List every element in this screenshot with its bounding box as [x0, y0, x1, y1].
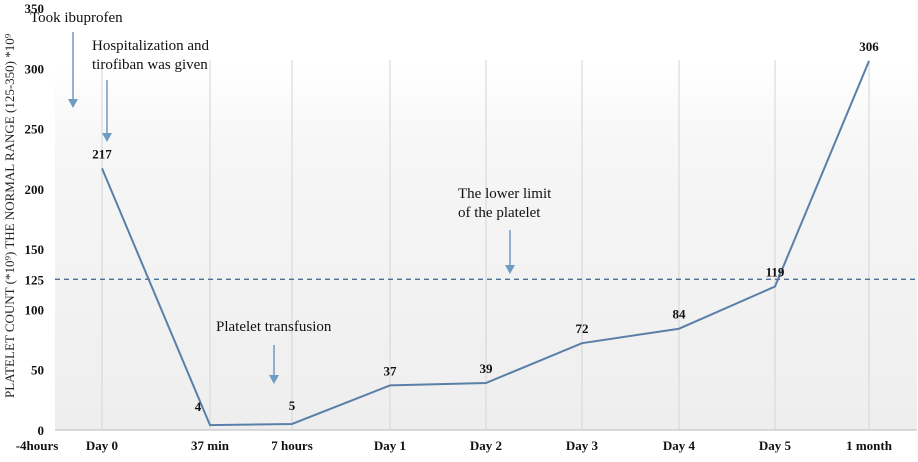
series-line: [101, 60, 870, 427]
arrowhead-icon: [102, 133, 112, 142]
arrowhead-icon: [505, 265, 515, 274]
data-label: 5: [289, 398, 296, 413]
annotation-text: Hospitalization and: [92, 38, 210, 54]
arrowhead-icon: [68, 99, 78, 108]
arrowhead-icon: [269, 375, 279, 384]
data-label: 72: [576, 321, 589, 336]
x-tick-label: 7 hours: [271, 438, 313, 453]
x-tick-label: Day 1: [374, 438, 406, 453]
y-tick-label: 0: [38, 423, 45, 438]
y-tick-label: 50: [31, 363, 44, 378]
data-label: 39: [480, 361, 494, 376]
data-label: 4: [195, 399, 202, 414]
y-tick-label: 300: [25, 61, 45, 76]
x-tick-label: 37 min: [191, 438, 230, 453]
x-tick-label: 1 month: [846, 438, 893, 453]
y-axis-label: PLATELET COUNT (*10⁹) THE NORMAL RANGE (…: [2, 33, 17, 398]
data-label: 217: [92, 146, 112, 161]
data-label: 119: [766, 265, 785, 280]
y-tick-label: 200: [25, 182, 45, 197]
y-tick-label: 100: [25, 302, 45, 317]
data-label: 37: [384, 363, 398, 378]
y-tick-label: 350: [25, 1, 45, 16]
x-tick-label: Day 0: [86, 438, 118, 453]
data-label: 84: [673, 307, 687, 322]
x-tick-label: Day 5: [759, 438, 792, 453]
y-tick-label: 250: [25, 122, 45, 137]
x-tick-label: -4hours: [16, 438, 59, 453]
annotation-text: of the platelet: [458, 205, 541, 221]
x-tick-label: Day 4: [663, 438, 696, 453]
x-tick-label: Day 2: [470, 438, 502, 453]
y-tick-label: 125: [25, 272, 45, 287]
x-tick-label: Day 3: [566, 438, 599, 453]
data-label: 306: [859, 39, 879, 54]
y-tick-label: 150: [25, 242, 45, 257]
annotation-text: tirofiban was given: [92, 57, 208, 73]
annotation-text: Platelet transfusion: [216, 319, 332, 335]
annotation-text: The lower limit: [458, 186, 552, 202]
annotation-text: Took ibuprofen: [30, 10, 123, 26]
